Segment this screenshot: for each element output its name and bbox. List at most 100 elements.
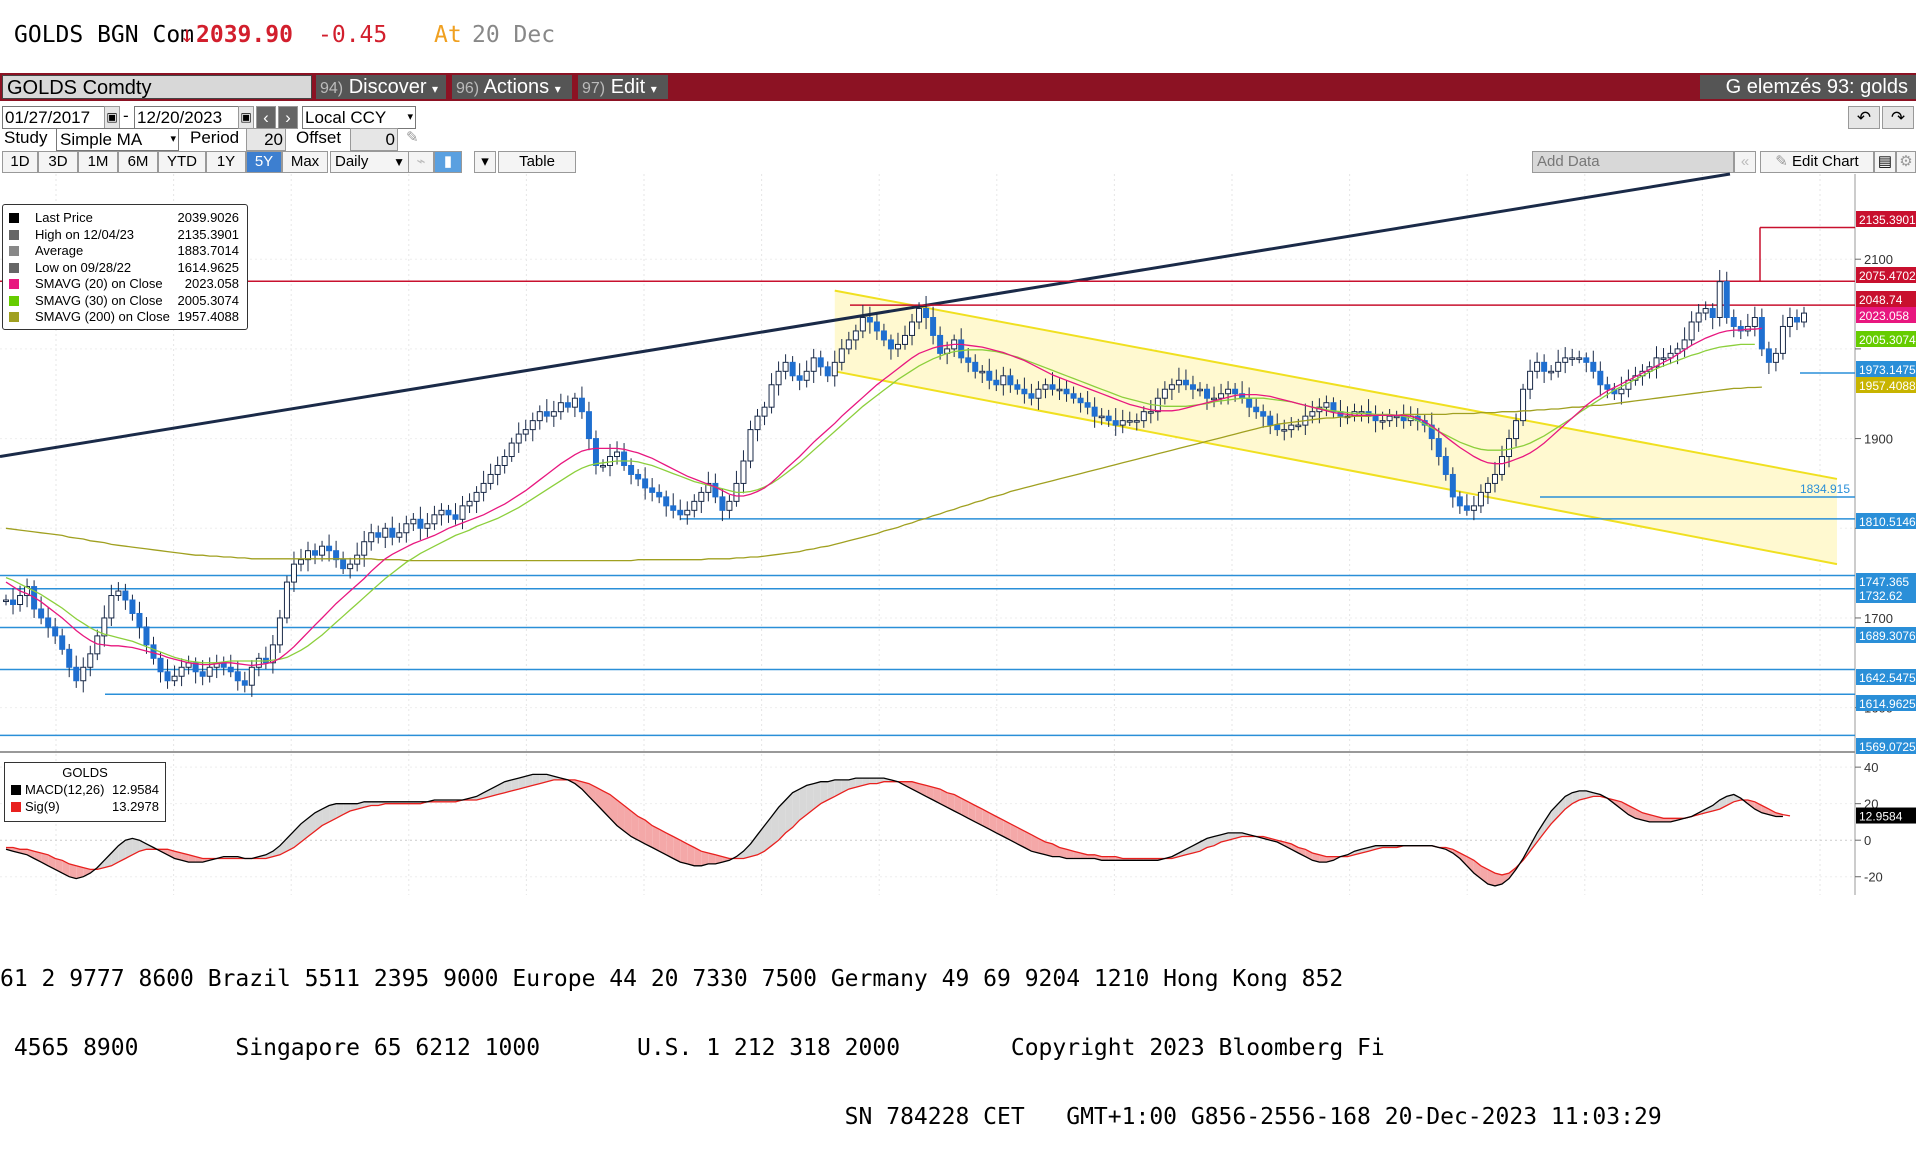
candle-body <box>852 330 859 341</box>
edit-button[interactable]: 97) Edit ▾ <box>578 75 668 99</box>
candle-body <box>1801 312 1807 323</box>
candle-body <box>1091 406 1098 417</box>
candle-body <box>543 411 550 417</box>
candle-body <box>305 550 312 561</box>
discover-button[interactable]: 94) Discover ▾ <box>316 75 446 99</box>
period-button-max[interactable]: Max <box>282 151 328 173</box>
candle-body <box>1140 411 1147 422</box>
edit-chart-button[interactable]: ✎ Edit Chart <box>1760 151 1874 173</box>
sma30-line <box>5 343 1755 664</box>
period-field[interactable]: 20 <box>246 128 286 151</box>
double-chevron-left-icon[interactable]: « <box>1734 151 1756 173</box>
undo-icon[interactable]: ↶ <box>1848 106 1880 129</box>
start-date-field[interactable]: 01/27/2017 <box>2 106 110 129</box>
signal-swatch <box>11 802 21 812</box>
macd-histogram-fill <box>532 774 540 786</box>
macd-histogram-fill <box>1558 796 1566 817</box>
security-field[interactable]: GOLDS Comdty <box>2 75 312 99</box>
chevron-right-icon[interactable]: › <box>278 106 298 129</box>
macd-histogram-fill <box>715 854 723 864</box>
macd-histogram-fill <box>743 843 751 859</box>
signal-value: 13.2978 <box>112 799 159 814</box>
candle-body <box>1555 361 1562 372</box>
study-select[interactable]: Simple MA ▾ <box>56 128 179 151</box>
security-header: GOLDS BGN Com ↓ 2039.90 -0.45 At 20 Dec <box>0 0 1916 72</box>
candle-body <box>80 666 87 682</box>
macd-histogram-fill <box>834 779 842 797</box>
caret-down-icon[interactable]: ▾ <box>474 151 496 173</box>
price-chart[interactable]: SepOctNovDecJanFebMarAprMayJunJulAugSepO… <box>0 0 1916 900</box>
actions-button[interactable]: 96) Actions ▾ <box>452 75 572 99</box>
candle-body <box>354 554 361 565</box>
security-field-text: GOLDS Comdty <box>7 77 152 99</box>
candle-body <box>1477 491 1484 507</box>
bar-chart-icon[interactable]: ▮ <box>434 151 462 173</box>
macd-histogram-fill <box>694 847 702 866</box>
candle-body <box>1723 281 1730 318</box>
line-chart-icon[interactable]: ⌁ <box>408 151 434 173</box>
candle-body <box>923 308 930 318</box>
redo-icon[interactable]: ↷ <box>1882 106 1914 129</box>
legend-label: SMAVG (20) on Close <box>35 276 163 291</box>
frequency-select[interactable]: Daily ▼ <box>330 151 410 173</box>
price-tag-label: 1973.1475 <box>1859 363 1916 377</box>
end-date-field[interactable]: 12/20/2023 <box>134 106 242 129</box>
candle-body <box>1049 384 1056 390</box>
macd-histogram-fill <box>539 774 547 784</box>
macd-histogram-fill <box>1614 800 1622 810</box>
price-tag-label: 2023.058 <box>1859 309 1909 323</box>
add-data-field[interactable]: Add Data <box>1532 151 1734 173</box>
candle-body <box>206 666 213 677</box>
pencil-icon[interactable]: ✎ <box>406 129 419 146</box>
candle-body <box>1260 411 1267 417</box>
candle-body <box>958 339 965 359</box>
macd-histogram-fill <box>617 800 625 832</box>
candle-body <box>529 420 536 431</box>
at-date: 20 Dec <box>472 22 556 48</box>
currency-select[interactable]: Local CCY ▾ <box>302 106 416 129</box>
macd-histogram-fill <box>968 801 976 822</box>
period-button-ytd[interactable]: YTD <box>158 151 206 173</box>
legend-value: 1957.4088 <box>177 309 239 324</box>
calendar-icon[interactable]: ▣ <box>238 106 254 129</box>
price-tag-box <box>1856 627 1916 643</box>
candle-body <box>459 505 466 520</box>
macd-histogram-fill <box>652 825 660 852</box>
candle-body <box>979 370 986 374</box>
macd-histogram-fill <box>167 849 175 859</box>
candle-body <box>1189 384 1196 390</box>
caret-down-icon: ▼ <box>393 155 405 169</box>
candle-body <box>1653 357 1660 368</box>
candle-body <box>1246 397 1253 408</box>
footer-line-2: 4565 8900 Singapore 65 6212 1000 U.S. 1 … <box>0 1035 1385 1061</box>
macd-histogram-fill <box>315 809 323 832</box>
candle-body <box>150 644 157 659</box>
candle-body <box>965 357 972 363</box>
date-separator: - <box>123 106 129 125</box>
candle-body <box>1126 420 1133 423</box>
period-button-1y[interactable]: 1Y <box>206 151 246 173</box>
candle-body <box>1463 505 1470 511</box>
period-button-5y[interactable]: 5Y <box>246 151 282 173</box>
bloomberg-footer: 61 2 9777 8600 Brazil 5511 2395 9000 Eur… <box>0 922 1916 1152</box>
candle-body <box>1590 361 1597 372</box>
macd-histogram-fill <box>764 816 772 852</box>
candle-body <box>59 635 66 650</box>
candle-body <box>1498 456 1505 475</box>
candle-body <box>1681 339 1688 350</box>
chart-settings-icon[interactable]: ▤ <box>1874 151 1896 173</box>
legend-value: 2023.058 <box>184 276 239 291</box>
offset-field[interactable]: 0 <box>350 128 398 151</box>
period-button-1d[interactable]: 1D <box>2 151 38 173</box>
candle-body <box>73 666 80 682</box>
candle-body <box>1295 424 1302 428</box>
period-button-6m[interactable]: 6M <box>118 151 158 173</box>
price-tag-box <box>1856 267 1916 283</box>
candle-body <box>810 357 817 372</box>
period-button-3d[interactable]: 3D <box>38 151 78 173</box>
macd-histogram-fill <box>1066 849 1074 859</box>
table-button[interactable]: Table <box>498 151 576 173</box>
period-button-1m[interactable]: 1M <box>78 151 118 173</box>
candle-body <box>1449 473 1456 498</box>
footer-line-1: 61 2 9777 8600 Brazil 5511 2395 9000 Eur… <box>0 966 1344 992</box>
